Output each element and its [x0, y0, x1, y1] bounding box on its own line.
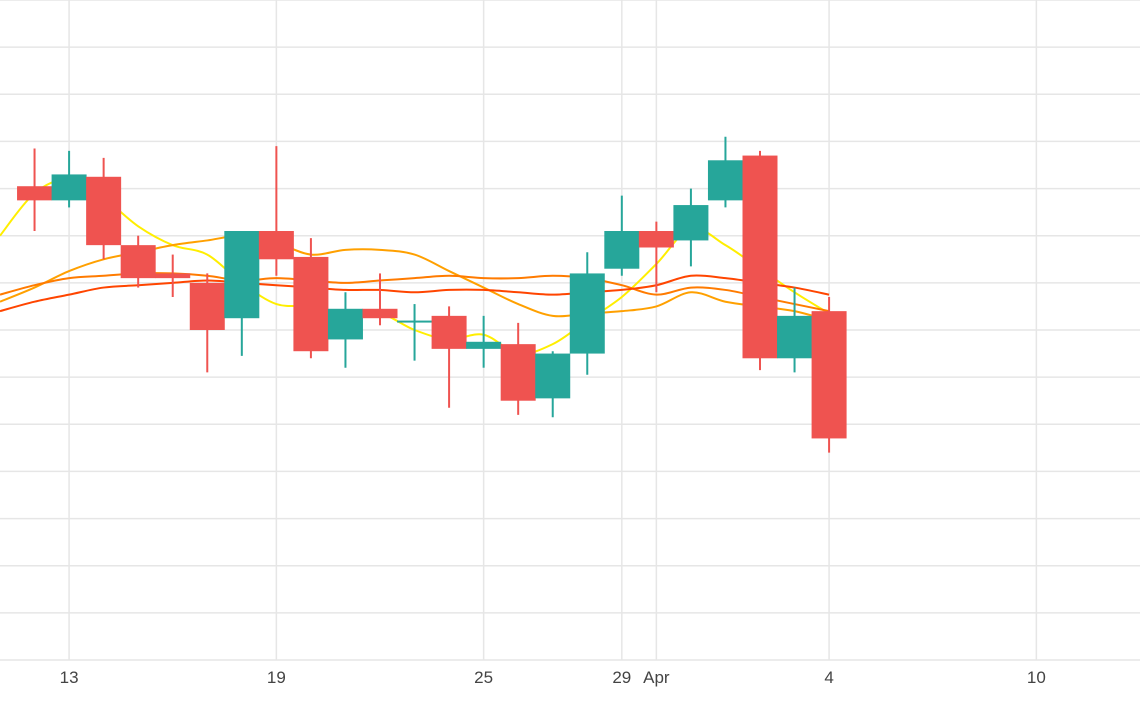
candle-body: [362, 308, 398, 319]
candle-body: [155, 273, 191, 279]
candle-body: [742, 155, 778, 359]
candle-body: [535, 353, 571, 399]
candle: [604, 195, 640, 276]
candle: [17, 148, 53, 231]
candle: [224, 231, 260, 356]
grid-lines: [0, 0, 1140, 661]
candle: [569, 252, 605, 375]
candle: [120, 235, 156, 288]
candle: [327, 292, 363, 368]
candle-body: [673, 205, 709, 241]
candle: [397, 304, 433, 361]
candle-body: [707, 160, 743, 201]
candle: [155, 254, 191, 297]
candle: [51, 150, 87, 208]
x-tick-label: 4: [824, 668, 833, 687]
candle: [258, 146, 294, 276]
candle-body: [120, 245, 156, 279]
x-tick-label: 10: [1027, 668, 1046, 687]
candle-body: [51, 174, 87, 201]
x-tick-label: 13: [60, 668, 79, 687]
x-tick-label: 19: [267, 668, 286, 687]
candle-body: [431, 315, 467, 349]
candle-body: [500, 344, 536, 401]
candle-body: [569, 273, 605, 354]
candle: [811, 297, 847, 453]
candle-body: [397, 320, 433, 323]
candle: [500, 322, 536, 415]
candle-body: [17, 186, 53, 201]
candle: [742, 150, 778, 371]
candle-body: [224, 231, 260, 319]
candles: [17, 136, 847, 453]
x-tick-label: 25: [474, 668, 493, 687]
candle-body: [86, 176, 122, 246]
candle: [431, 306, 467, 408]
candle: [86, 157, 122, 260]
candle: [638, 221, 674, 293]
candle: [535, 351, 571, 418]
candle: [466, 315, 502, 368]
candle: [189, 273, 225, 373]
candle: [362, 273, 398, 326]
candle-body: [189, 282, 225, 330]
candle: [707, 136, 743, 208]
candle-body: [258, 231, 294, 260]
candle-body: [293, 256, 329, 352]
candle: [673, 188, 709, 267]
candle-body: [777, 315, 813, 359]
x-tick-label: Apr: [643, 668, 670, 687]
candle-body: [638, 231, 674, 248]
candle: [293, 238, 329, 359]
candle-body: [466, 341, 502, 349]
candle-body: [604, 231, 640, 269]
x-axis: 13 19 25 29 Apr 4 10: [60, 668, 1046, 687]
candle: [777, 287, 813, 373]
x-tick-label: 29: [612, 668, 631, 687]
candle-body: [811, 311, 847, 439]
candle-body: [327, 308, 363, 340]
